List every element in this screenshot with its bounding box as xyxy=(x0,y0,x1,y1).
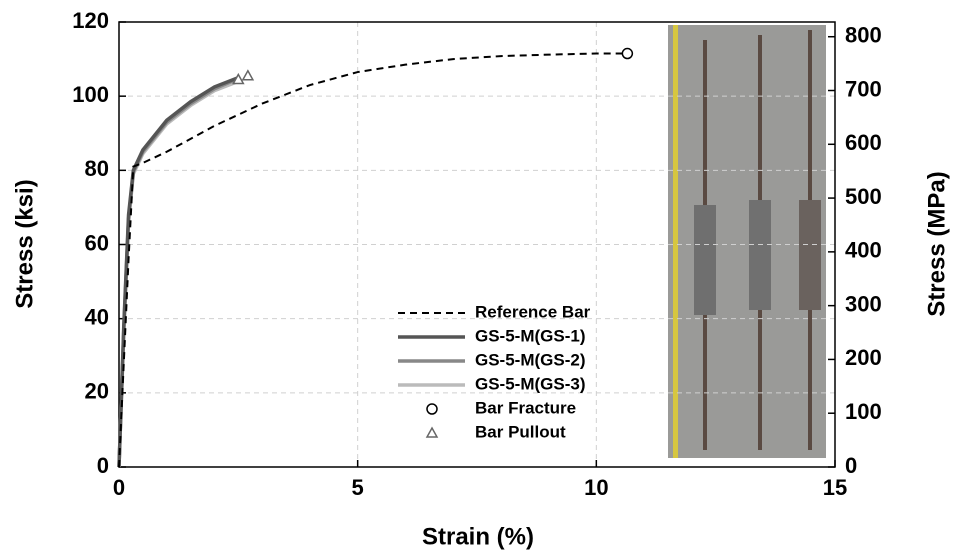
y-axis-label: Stress (ksi) xyxy=(11,179,38,308)
y-tick-label: 100 xyxy=(72,82,109,107)
y-tick-label: 40 xyxy=(85,304,109,329)
y2-tick-label: 400 xyxy=(845,238,882,263)
marker xyxy=(232,72,245,85)
y-tick-label: 0 xyxy=(97,453,109,478)
legend-swatch xyxy=(426,403,438,415)
x-tick-label: 0 xyxy=(113,475,125,500)
x-axis-label: Strain (%) xyxy=(422,523,534,550)
series-line xyxy=(117,75,239,468)
x-tick-label: 10 xyxy=(584,475,608,500)
legend-label: Bar Fracture xyxy=(475,398,576,417)
y-tick-label: 20 xyxy=(85,379,109,404)
marker xyxy=(241,69,255,81)
series-line xyxy=(117,77,237,468)
series-line xyxy=(118,52,625,468)
marker xyxy=(621,47,634,60)
x-tick-label: 5 xyxy=(352,475,364,500)
y2-tick-label: 0 xyxy=(845,453,857,478)
y-tick-label: 60 xyxy=(85,230,109,255)
plot-frame xyxy=(118,21,836,468)
legend-label: GS-5-M(GS-3) xyxy=(475,374,586,393)
y2-tick-label: 500 xyxy=(845,184,882,209)
y2-tick-label: 300 xyxy=(845,291,882,316)
y2-tick-label: 200 xyxy=(845,345,882,370)
legend-label: Reference Bar xyxy=(475,302,591,321)
y-tick-label: 120 xyxy=(72,8,109,33)
y-tick-label: 80 xyxy=(85,156,109,181)
y2-tick-label: 600 xyxy=(845,130,882,155)
y2-tick-label: 100 xyxy=(845,399,882,424)
y2-tick-label: 800 xyxy=(845,23,882,48)
photo xyxy=(668,25,826,458)
y2-tick-label: 700 xyxy=(845,76,882,101)
series-line xyxy=(117,79,239,468)
y2-axis-label: Stress (MPa) xyxy=(923,171,950,316)
legend-label: GS-5-M(GS-2) xyxy=(475,350,586,369)
legend-swatch xyxy=(425,426,439,438)
legend-label: GS-5-M(GS-1) xyxy=(475,326,586,345)
x-tick-label: 15 xyxy=(823,475,847,500)
legend-label: Bar Pullout xyxy=(475,422,566,441)
